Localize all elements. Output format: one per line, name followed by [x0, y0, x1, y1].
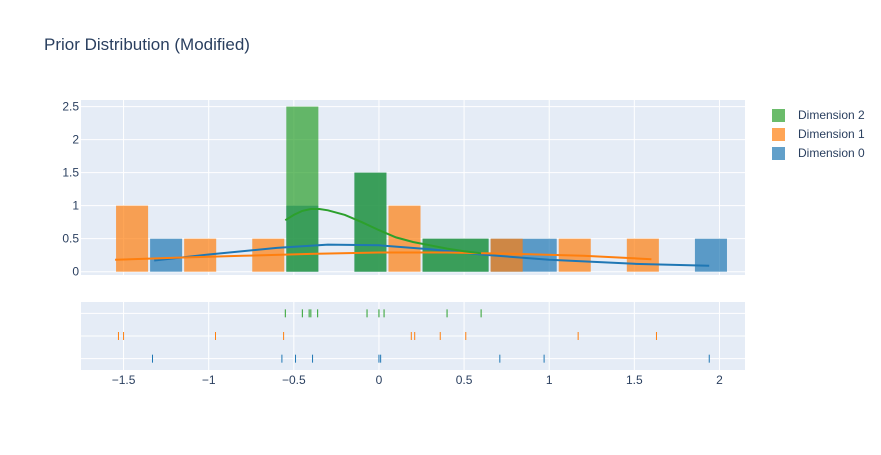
x-tick-label: −0.5 — [282, 373, 306, 387]
x-tick-label: 1 — [546, 373, 553, 387]
y-tick-label: 1.5 — [62, 166, 79, 180]
legend[interactable]: Dimension 2 Dimension 1 Dimension 0 — [772, 108, 865, 160]
x-tick-label: 2 — [716, 373, 723, 387]
axis-layer: 0 0.5 1 1.5 2 2.5 −1.5 −1 −0.5 0 0.5 1 1.5 2 — [62, 100, 723, 387]
histogram-bar[interactable] — [354, 172, 387, 272]
y-tick-label: 1 — [72, 199, 79, 213]
x-tick-label: 0.5 — [456, 373, 473, 387]
legend-label: Dimension 0 — [798, 146, 865, 160]
kde-line[interactable] — [154, 243, 710, 267]
legend-item[interactable]: Dimension 2 — [772, 108, 865, 122]
histogram-bar[interactable] — [150, 238, 183, 272]
histogram-bar[interactable] — [116, 205, 149, 272]
legend-label: Dimension 2 — [798, 108, 865, 122]
legend-swatch — [772, 147, 785, 160]
x-tick-label: −1 — [202, 373, 216, 387]
kde-line[interactable] — [284, 208, 482, 255]
legend-swatch — [772, 109, 785, 122]
bars-layer — [116, 106, 727, 272]
histogram-bar[interactable] — [286, 106, 319, 272]
legend-label: Dimension 1 — [798, 127, 865, 141]
x-tick-label: 0 — [376, 373, 383, 387]
y-tick-label: 0.5 — [62, 232, 79, 246]
legend-swatch — [772, 128, 785, 141]
legend-item[interactable]: Dimension 1 — [772, 127, 865, 141]
legend-item[interactable]: Dimension 0 — [772, 146, 865, 160]
histogram-bar[interactable] — [422, 238, 489, 272]
kde-layer — [115, 208, 710, 267]
rug-layer — [117, 309, 710, 363]
histogram-bar[interactable] — [694, 238, 727, 272]
histogram-bar[interactable] — [626, 238, 659, 272]
kde-line[interactable] — [115, 251, 652, 261]
y-tick-label: 2.5 — [62, 100, 79, 114]
x-tick-label: −1.5 — [112, 373, 136, 387]
x-tick-label: 1.5 — [626, 373, 643, 387]
y-tick-label: 0 — [72, 265, 79, 279]
chart-title: Prior Distribution (Modified) — [44, 35, 250, 54]
y-tick-label: 2 — [72, 133, 79, 147]
